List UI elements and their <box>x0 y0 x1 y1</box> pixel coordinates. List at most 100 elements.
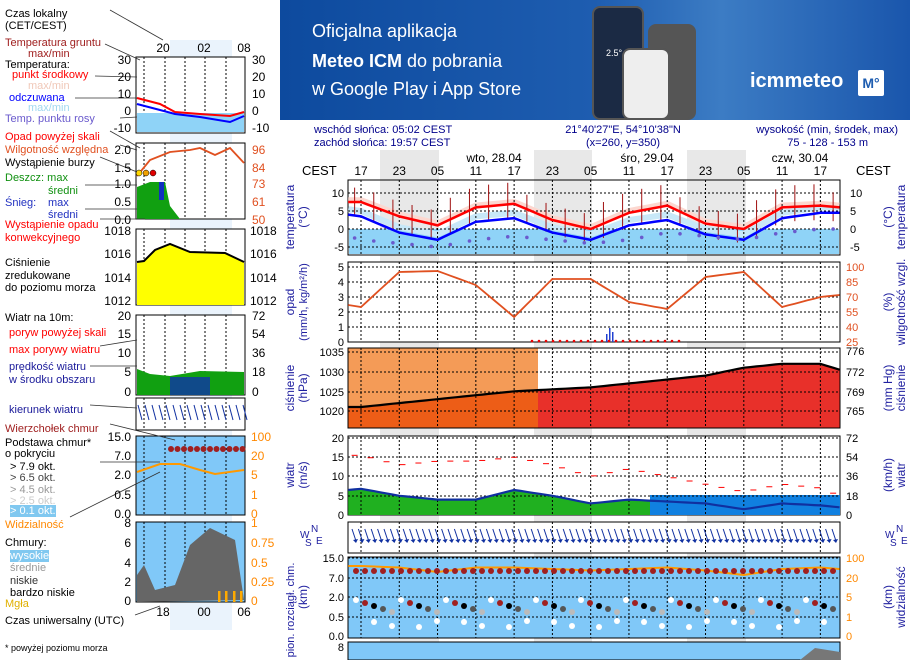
wind-arrow <box>556 528 562 542</box>
wind-arrow-head <box>404 539 410 543</box>
wind-arrow <box>677 528 683 542</box>
cloud-top-dot <box>596 568 602 574</box>
cloud-base-dot <box>632 600 638 606</box>
mini-temp-axis-right: 0 <box>252 104 259 118</box>
mini-pressure-axis-right: 1018 <box>250 224 277 238</box>
wind-arrow-head <box>660 539 666 543</box>
convective-marker <box>558 339 562 343</box>
cloud-base-dot <box>362 600 368 606</box>
dew-point-dot <box>410 242 414 247</box>
precip-axis-label: 5 <box>338 262 344 274</box>
cloud-base-dot <box>416 603 422 609</box>
wind-arrow <box>479 528 485 542</box>
cloud-cover-area <box>800 648 840 660</box>
mini-cloud-axis: 7.0 <box>114 449 131 463</box>
humidity-title: wilgotność wzgl. <box>894 259 908 347</box>
cloud-base-dot <box>641 619 647 625</box>
convective-marker <box>649 339 653 343</box>
mini-cloud-top-dot <box>226 446 233 452</box>
mini-temp-axis: 0 <box>124 104 131 118</box>
legend-mid: punkt środkowy <box>12 69 89 81</box>
cloud-top-dot <box>767 568 773 574</box>
legend-gust-over: poryw powyżej skali <box>9 327 107 339</box>
cloud-base-dot <box>596 624 602 630</box>
mini-temp-axis: 10 <box>118 87 132 101</box>
mini-wind-arrow <box>228 404 234 421</box>
temp-axis-label: -5 <box>334 242 344 254</box>
wind-arrow-head <box>391 539 397 543</box>
mini-cloud-top-dot <box>207 446 213 452</box>
wind-arrow <box>754 528 760 542</box>
mini-temp-axis-right: 20 <box>252 70 266 84</box>
convective-marker <box>565 339 569 343</box>
wind-arrow <box>812 528 818 542</box>
convective-marker <box>551 339 555 343</box>
timezone-label-left: CEST <box>302 163 337 178</box>
legend-snow: Śnieg: <box>5 197 37 209</box>
wind-arrow <box>639 528 645 542</box>
wind-arrow-head <box>826 539 832 543</box>
cloud-base-dot <box>659 609 665 615</box>
wind-arrow-head <box>634 539 640 543</box>
cloud-top-dot <box>695 568 701 574</box>
cloud-base-dot <box>398 597 404 603</box>
wind-arrow-head <box>493 539 499 543</box>
cloud-base-dot <box>380 606 386 612</box>
wind-arrow <box>409 528 415 542</box>
wind-arrow-head <box>807 539 813 543</box>
dew-point-dot <box>391 241 395 245</box>
mini-rain-bars <box>137 182 180 219</box>
mini-cover-axis-right: 0.5 <box>251 556 268 570</box>
cloud-base-dot <box>389 609 395 615</box>
app-promo-banner[interactable]: Oficjalna aplikacja Meteo ICM do pobrani… <box>280 0 910 120</box>
wind-arrow <box>370 528 376 542</box>
legend-storm: Wystąpienie burzy <box>5 157 95 169</box>
temp-axis-label: 0 <box>338 224 344 236</box>
cover-axis-label: 8 <box>338 642 344 654</box>
banner-line1: Oficjalna aplikacja <box>312 21 458 41</box>
cloud-base-dot <box>479 623 485 629</box>
mini-local-hour: 02 <box>197 41 211 55</box>
dew-point-dot <box>429 244 433 249</box>
cloud-base-dot <box>749 609 755 615</box>
mini-pressure-axis: 1016 <box>104 247 131 261</box>
wind-arrow <box>671 528 677 542</box>
cloud-base-dot <box>533 597 539 603</box>
legend-clouds: Chmury: <box>5 537 47 549</box>
cloud-base-dot <box>389 623 395 629</box>
wind-arrow-head <box>609 539 614 543</box>
legend-utc: Czas uniwersalny (UTC) <box>5 615 125 627</box>
wind-arrow-head <box>711 539 717 543</box>
convective-marker <box>663 339 667 343</box>
wind-arrow-head <box>538 539 544 543</box>
mini-visibility-line <box>136 463 245 476</box>
wind-arrow-head <box>557 539 563 543</box>
cloud-top-dot <box>488 568 494 574</box>
dew-point-dot <box>620 238 625 243</box>
mini-vis-axis: 100 <box>251 430 271 444</box>
wind-arrow-head <box>743 539 749 543</box>
wind-arrow <box>831 528 837 542</box>
legend-mid-c: średnie <box>10 562 47 574</box>
mini-temp-axis-right: 10 <box>252 87 266 101</box>
precip-bar <box>606 334 608 342</box>
cloud-top-dot <box>614 568 620 574</box>
mini-cloud-top-dot <box>194 446 200 452</box>
feels-range-band <box>347 204 840 238</box>
mini-pressure-axis-right: 1012 <box>250 294 277 308</box>
wind-arrow-head <box>564 539 570 543</box>
convective-marker <box>607 339 611 343</box>
mini-cloud-top-dot <box>220 446 226 452</box>
convective-marker <box>642 339 646 343</box>
precip-title: opad <box>283 289 297 316</box>
wind-arrow <box>473 528 479 542</box>
wind-rose-s: S <box>305 538 312 549</box>
wind-arrow <box>396 528 402 542</box>
wind-arrow-head <box>532 539 538 543</box>
legend-leader-line <box>94 75 138 78</box>
mini-cover-axis: 2 <box>124 575 131 589</box>
wind-rose-s: S <box>890 538 897 549</box>
sunrise-text: wschód słońca: 05:02 CEST <box>313 124 452 136</box>
mini-storm-marker <box>135 169 143 177</box>
convective-marker <box>621 339 625 343</box>
